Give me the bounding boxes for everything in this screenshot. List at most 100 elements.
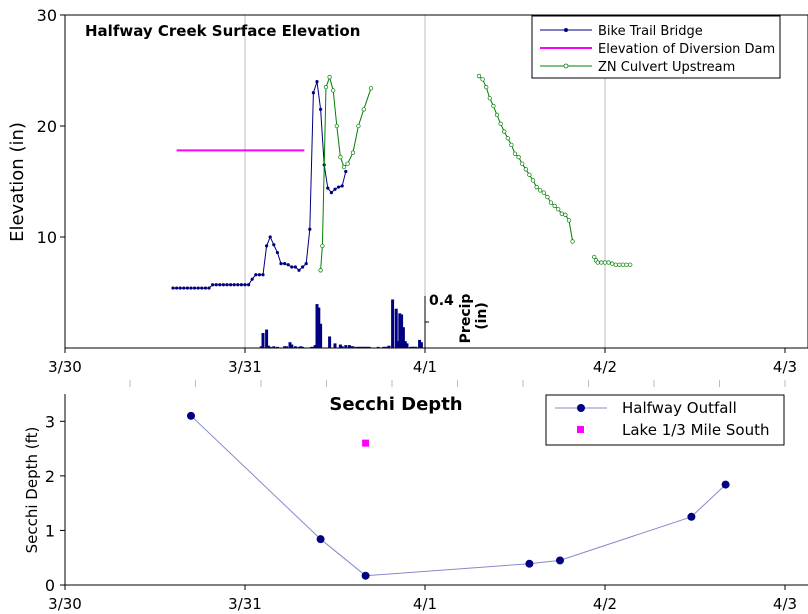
culvert-point bbox=[327, 75, 332, 80]
precip-bar bbox=[412, 346, 416, 348]
precip-bar bbox=[311, 346, 315, 348]
bike-trail-point bbox=[236, 283, 240, 287]
culvert-point bbox=[345, 161, 350, 166]
precip-bar bbox=[319, 323, 323, 348]
elevation-x-tick-label: 3/31 bbox=[228, 358, 262, 376]
culvert-point bbox=[512, 151, 518, 156]
bike-trail-point bbox=[279, 262, 283, 266]
bike-trail-point bbox=[293, 265, 297, 269]
bike-trail-point bbox=[207, 286, 211, 290]
secchi-y-tick-label: 2 bbox=[45, 467, 55, 486]
precip-bar bbox=[410, 346, 414, 348]
bike-trail-point bbox=[200, 286, 204, 290]
precip-bar bbox=[313, 345, 317, 348]
legend-lake-marker bbox=[577, 426, 584, 433]
culvert-point bbox=[341, 164, 347, 170]
precip-bar bbox=[398, 313, 402, 348]
bike-trail-point bbox=[171, 286, 175, 290]
culvert-point bbox=[318, 268, 323, 273]
halfway-outfall-point bbox=[721, 480, 730, 489]
bike-trail-point bbox=[254, 273, 258, 277]
legend-culvert-label: ZN Culvert Upstream bbox=[598, 60, 735, 75]
bike-trail-point bbox=[261, 273, 265, 277]
legend-culvert-marker bbox=[563, 63, 569, 69]
elevation-y-tick-label: 10 bbox=[37, 228, 57, 247]
legend-bike-label: Bike Trail Bridge bbox=[598, 24, 703, 39]
secchi-x-tick-label: 4/2 bbox=[593, 595, 617, 613]
elevation-y-tick-label: 20 bbox=[37, 117, 57, 136]
secchi-y-tick-label: 0 bbox=[45, 576, 55, 595]
precip-bar bbox=[401, 327, 405, 348]
bike-trail-point bbox=[344, 169, 348, 174]
precip-bar bbox=[272, 346, 276, 348]
precip-bar bbox=[367, 346, 371, 348]
precip-bar bbox=[293, 346, 297, 348]
precip-bar bbox=[394, 308, 398, 348]
bike-trail-point bbox=[272, 243, 276, 247]
halfway-outfall-point bbox=[187, 411, 195, 420]
culvert-point bbox=[592, 254, 597, 260]
precip-bar bbox=[382, 346, 386, 348]
culvert-point bbox=[476, 73, 482, 79]
secchi-y-tick-label: 1 bbox=[45, 521, 55, 540]
bike-trail-point bbox=[265, 244, 269, 248]
precip-bar bbox=[396, 341, 400, 348]
halfway-outfall-point bbox=[556, 556, 564, 565]
elevation-y-axis-label: Elevation (in) bbox=[7, 122, 28, 242]
bike-trail-point bbox=[232, 283, 236, 287]
precip-bar bbox=[317, 307, 321, 348]
secchi-x-tick-label: 4/1 bbox=[413, 595, 437, 613]
bike-trail-point bbox=[185, 286, 189, 290]
bike-trail-point bbox=[311, 91, 315, 95]
bike-trail-point bbox=[178, 286, 182, 290]
secchi-series bbox=[187, 411, 730, 580]
secchi-legend: Halfway Outfall Lake 1/3 Mile South bbox=[545, 394, 785, 446]
bike-trail-point bbox=[225, 283, 229, 287]
precip-bar bbox=[315, 304, 319, 348]
culvert-point bbox=[527, 172, 532, 177]
secchi-y-ticks: 0 1 2 3 bbox=[45, 412, 65, 595]
elevation-legend: Bike Trail Bridge Elevation of Diversion… bbox=[531, 15, 781, 79]
precip-bar bbox=[403, 341, 407, 348]
culvert-point bbox=[523, 167, 528, 172]
culvert-point bbox=[620, 262, 626, 267]
secchi-y-axis-label: Secchi Depth (ft) bbox=[23, 427, 41, 554]
elevation-x-ticks: 3/30 3/31 4/1 4/2 4/3 bbox=[48, 348, 797, 376]
secchi-x-tick-label: 3/31 bbox=[228, 595, 262, 613]
culvert-point bbox=[613, 262, 618, 267]
elevation-y-tick-label: 30 bbox=[37, 6, 57, 25]
culvert-point bbox=[595, 260, 600, 265]
elevation-x-tick-label: 4/3 bbox=[773, 358, 797, 376]
culvert-point bbox=[548, 200, 554, 205]
elevation-x-tick-label: 4/1 bbox=[413, 358, 437, 376]
culvert-point bbox=[566, 218, 572, 223]
bike-trail-point bbox=[175, 286, 179, 290]
precip-bar bbox=[259, 346, 263, 348]
culvert-point bbox=[509, 142, 514, 148]
culvert-point bbox=[530, 178, 536, 183]
bike-trail-point bbox=[337, 185, 341, 189]
bike-trail-point bbox=[286, 263, 290, 267]
legend-outfall-marker bbox=[577, 404, 585, 412]
precip-bar bbox=[349, 346, 353, 348]
precip-axis-label-line1: Precip bbox=[458, 294, 474, 344]
precip-bar bbox=[266, 345, 270, 348]
precip-bar bbox=[310, 346, 314, 348]
secchi-separator-ticks bbox=[129, 380, 786, 387]
precip-bar bbox=[364, 346, 368, 348]
precip-bar bbox=[275, 346, 279, 348]
precip-bar bbox=[351, 346, 355, 348]
precip-bar bbox=[356, 346, 360, 348]
bike-trail-point bbox=[283, 262, 287, 266]
precip-bar bbox=[340, 346, 344, 348]
precip-bar bbox=[365, 346, 369, 348]
precip-bar bbox=[301, 346, 305, 348]
bike-trail-point bbox=[340, 184, 344, 188]
bike-trail-point bbox=[196, 286, 200, 290]
culvert-point bbox=[356, 123, 361, 129]
culvert-point bbox=[338, 154, 343, 160]
bike-trail-point bbox=[243, 283, 247, 287]
bike-trail-point bbox=[203, 286, 207, 290]
precip-bar bbox=[265, 329, 269, 348]
